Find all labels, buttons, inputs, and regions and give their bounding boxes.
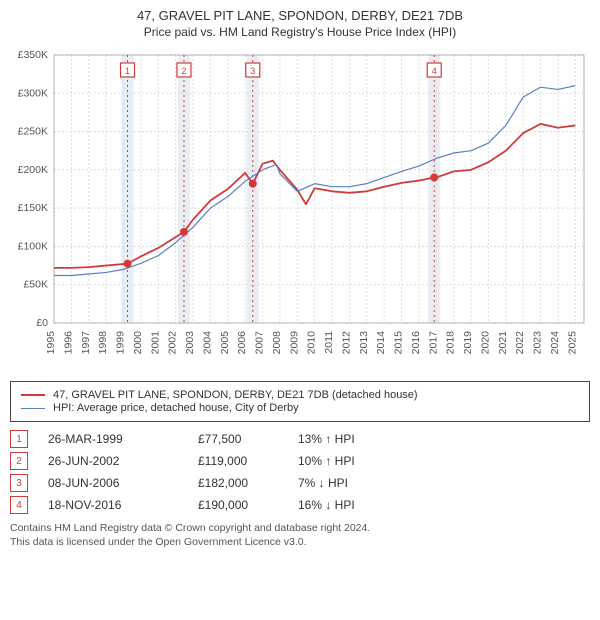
legend-swatch: [21, 408, 45, 409]
svg-text:2021: 2021: [497, 331, 509, 355]
sale-price: £190,000: [198, 498, 298, 512]
sale-diff: 13% ↑ HPI: [298, 432, 398, 446]
sale-date: 08-JUN-2006: [48, 476, 198, 490]
svg-text:2011: 2011: [323, 331, 335, 354]
svg-text:2013: 2013: [358, 331, 370, 355]
price-chart: £0 £50K £100K £150K £200K £250K £300K £350K 1995…: [8, 45, 592, 375]
svg-text:2010: 2010: [306, 331, 318, 355]
sale-row: 4 18-NOV-2016£190,00016% ↓ HPI: [10, 496, 590, 514]
svg-text:2025: 2025: [566, 331, 578, 355]
svg-text:£250K: £250K: [18, 126, 48, 138]
svg-text:2: 2: [181, 66, 186, 76]
sale-badge: 3: [10, 474, 28, 492]
legend-swatch: [21, 394, 45, 396]
svg-text:2015: 2015: [393, 331, 405, 355]
svg-text:2008: 2008: [271, 331, 283, 355]
legend-label: 47, GRAVEL PIT LANE, SPONDON, DERBY, DE2…: [53, 389, 418, 401]
sale-date: 26-MAR-1999: [48, 432, 198, 446]
svg-text:1996: 1996: [62, 331, 74, 355]
sale-date: 18-NOV-2016: [48, 498, 198, 512]
svg-text:£150K: £150K: [18, 202, 48, 214]
sale-badge: 4: [10, 496, 28, 514]
sale-diff: 10% ↑ HPI: [298, 454, 398, 468]
svg-text:3: 3: [250, 66, 255, 76]
sale-badge: 1: [10, 430, 28, 448]
page-subtitle: Price paid vs. HM Land Registry's House …: [8, 25, 592, 39]
svg-text:2000: 2000: [132, 331, 144, 355]
svg-text:2009: 2009: [288, 331, 300, 355]
footnote: Contains HM Land Registry data © Crown c…: [10, 522, 590, 549]
svg-text:2006: 2006: [236, 331, 248, 355]
sale-row: 1 26-MAR-1999£77,50013% ↑ HPI: [10, 430, 590, 448]
svg-text:2022: 2022: [514, 331, 526, 355]
sale-diff: 7% ↓ HPI: [298, 476, 398, 490]
legend-label: HPI: Average price, detached house, City…: [53, 402, 299, 414]
svg-text:2016: 2016: [410, 331, 422, 355]
svg-text:2007: 2007: [254, 331, 266, 355]
svg-text:2018: 2018: [445, 331, 457, 355]
svg-text:2003: 2003: [184, 331, 196, 355]
sale-row: 3 08-JUN-2006£182,0007% ↓ HPI: [10, 474, 590, 492]
svg-text:£300K: £300K: [18, 87, 48, 99]
svg-text:2014: 2014: [375, 331, 387, 355]
sale-price: £119,000: [198, 454, 298, 468]
svg-text:2002: 2002: [167, 331, 179, 355]
svg-text:2019: 2019: [462, 331, 474, 355]
svg-text:£100K: £100K: [18, 240, 48, 252]
svg-text:£350K: £350K: [18, 49, 48, 61]
sale-date: 26-JUN-2002: [48, 454, 198, 468]
svg-text:2023: 2023: [532, 331, 544, 355]
svg-text:£0: £0: [36, 317, 48, 329]
sale-price: £77,500: [198, 432, 298, 446]
svg-text:1997: 1997: [80, 331, 92, 355]
svg-text:1995: 1995: [45, 331, 57, 355]
svg-text:£50K: £50K: [23, 279, 48, 291]
svg-text:2017: 2017: [427, 331, 439, 355]
sale-badge: 2: [10, 452, 28, 470]
svg-text:£200K: £200K: [18, 164, 48, 176]
legend: 47, GRAVEL PIT LANE, SPONDON, DERBY, DE2…: [10, 381, 590, 422]
svg-text:2012: 2012: [340, 331, 352, 355]
sales-table: 1 26-MAR-1999£77,50013% ↑ HPI 2 26-JUN-2002…: [10, 430, 590, 514]
svg-text:1: 1: [125, 66, 130, 76]
svg-text:2004: 2004: [201, 331, 213, 355]
svg-text:1999: 1999: [115, 331, 127, 355]
footnote-line: Contains HM Land Registry data © Crown c…: [10, 522, 590, 536]
sale-diff: 16% ↓ HPI: [298, 498, 398, 512]
svg-text:1998: 1998: [97, 331, 109, 355]
svg-text:2005: 2005: [219, 331, 231, 355]
svg-text:4: 4: [432, 66, 437, 76]
page-title: 47, GRAVEL PIT LANE, SPONDON, DERBY, DE2…: [8, 8, 592, 23]
sale-row: 2 26-JUN-2002£119,00010% ↑ HPI: [10, 452, 590, 470]
svg-text:2020: 2020: [479, 331, 491, 355]
svg-text:2001: 2001: [149, 331, 161, 355]
legend-item: 47, GRAVEL PIT LANE, SPONDON, DERBY, DE2…: [21, 389, 579, 401]
sale-price: £182,000: [198, 476, 298, 490]
footnote-line: This data is licensed under the Open Gov…: [10, 536, 590, 550]
svg-text:2024: 2024: [549, 331, 561, 355]
legend-item: HPI: Average price, detached house, City…: [21, 402, 579, 414]
